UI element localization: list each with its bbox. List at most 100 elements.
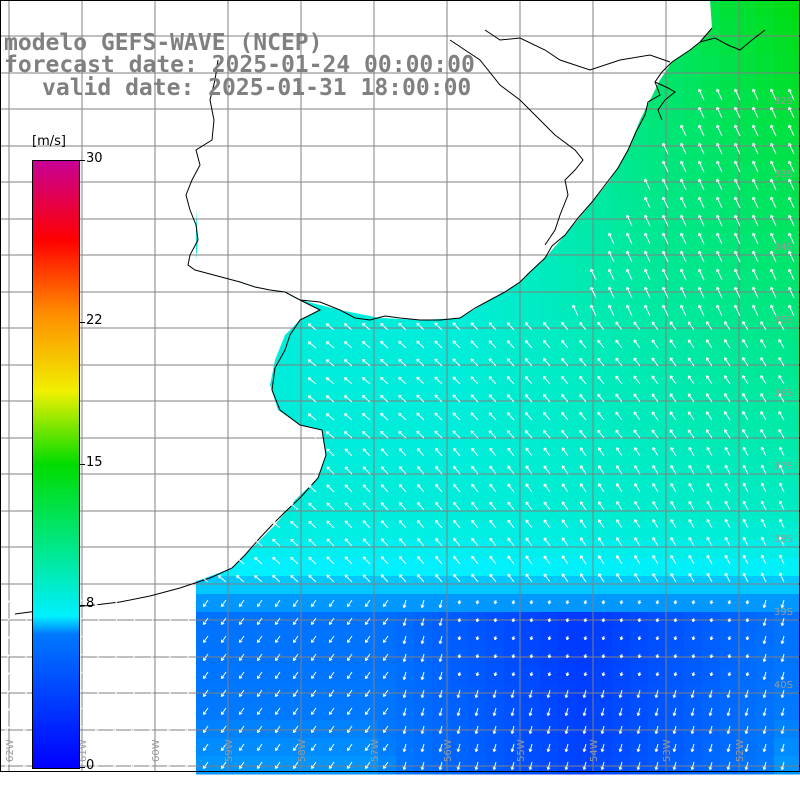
- wind-arrow: [690, 707, 695, 717]
- wind-arrow: [364, 761, 371, 770]
- wind-arrow: [380, 466, 389, 475]
- wind-cell: [774, 576, 793, 595]
- wind-cell: [666, 342, 685, 361]
- wind-arrow: [470, 430, 479, 439]
- wind-arrow: [634, 573, 641, 583]
- wind-cell: [702, 468, 721, 487]
- wind-cell: [396, 576, 415, 595]
- wind-cell: [756, 414, 775, 433]
- wind-cell: [342, 540, 361, 559]
- wind-cell: [504, 378, 523, 397]
- wind-arrow: [583, 599, 588, 605]
- wind-cell: [702, 144, 721, 163]
- wind-cell: [774, 18, 793, 37]
- wind-arrow: [380, 556, 389, 565]
- wind-cell: [666, 252, 685, 271]
- wind-cell: [702, 90, 721, 109]
- wind-cell: [414, 468, 433, 487]
- wind-arrow: [760, 393, 767, 403]
- wind-arrow: [644, 232, 651, 245]
- wind-cell: [342, 504, 361, 523]
- wind-arrow: [760, 536, 767, 547]
- wind-cell: [738, 396, 757, 415]
- wind-cell: [792, 144, 800, 163]
- wind-arrow: [435, 573, 443, 583]
- wind-arrow: [438, 689, 443, 699]
- wind-arrow: [254, 520, 263, 529]
- wind-cell: [252, 576, 271, 595]
- wind-arrow: [561, 465, 569, 475]
- wind-arrow: [742, 446, 749, 457]
- wind-arrow: [380, 448, 389, 457]
- wind-arrow: [651, 429, 659, 439]
- wind-cell: [792, 522, 800, 541]
- wind-cell: [774, 360, 793, 379]
- wind-arrow: [543, 483, 551, 493]
- wind-arrow: [600, 689, 605, 699]
- wind-arrow: [362, 358, 371, 367]
- colorbar-tick-mark: [79, 463, 85, 465]
- wind-cell: [684, 378, 703, 397]
- wind-cell: [738, 486, 757, 505]
- wind-arrow: [398, 448, 407, 457]
- wind-cell: [738, 216, 757, 235]
- wind-arrow: [4, 671, 11, 680]
- wind-cell: [756, 396, 775, 415]
- wind-arrow: [608, 232, 615, 245]
- wind-arrow: [744, 743, 749, 753]
- wind-arrow: [601, 599, 606, 605]
- wind-arrow: [705, 321, 713, 331]
- wind-cell: [360, 720, 379, 739]
- wind-cell: [720, 216, 739, 235]
- wind-arrow: [572, 304, 579, 317]
- wind-arrow: [709, 635, 714, 641]
- wind-cell: [630, 378, 649, 397]
- wind-cell: [324, 324, 343, 343]
- wind-cell: [558, 522, 577, 541]
- wind-arrow: [148, 743, 155, 752]
- wind-arrow: [687, 321, 695, 331]
- wind-arrow: [742, 554, 749, 565]
- wind-cell: [576, 468, 595, 487]
- wind-arrow: [435, 501, 443, 511]
- wind-cell: [288, 594, 307, 613]
- wind-cell: [486, 432, 505, 451]
- wind-arrow: [744, 707, 749, 717]
- wind-arrow: [644, 304, 651, 317]
- wind-arrow: [507, 465, 515, 475]
- wind-arrow: [546, 689, 551, 699]
- wind-arrow: [130, 599, 137, 608]
- wind-arrow: [680, 160, 687, 173]
- wind-cell: [666, 396, 685, 415]
- wind-cell: [738, 270, 757, 289]
- wind-cell: [774, 414, 793, 433]
- wind-cell: [792, 108, 800, 127]
- wind-cell: [468, 414, 487, 433]
- wind-cell: [306, 486, 325, 505]
- wind-arrow: [22, 707, 29, 716]
- wind-arrow: [346, 635, 353, 644]
- wind-cell: [504, 432, 523, 451]
- wind-arrow: [525, 537, 533, 547]
- wind-arrow: [398, 484, 407, 493]
- wind-cell: [558, 252, 577, 271]
- wind-arrow: [217, 557, 227, 565]
- wind-arrow: [615, 321, 623, 331]
- wind-arrow: [709, 671, 714, 677]
- wind-arrow: [633, 393, 641, 403]
- wind-cell: [324, 450, 343, 469]
- wind-arrow: [705, 339, 713, 349]
- wind-arrow: [652, 500, 659, 511]
- wind-arrow: [310, 761, 317, 770]
- wind-arrow: [724, 554, 731, 565]
- wind-arrow: [716, 250, 723, 263]
- wind-arrow: [488, 322, 497, 331]
- wind-cell: [594, 486, 613, 505]
- wind-arrow: [307, 341, 317, 349]
- wind-cell: [540, 468, 559, 487]
- wind-cell: [774, 216, 793, 235]
- wind-cell: [792, 396, 800, 415]
- wind-cell: [738, 198, 757, 217]
- wind-cell: [432, 324, 451, 343]
